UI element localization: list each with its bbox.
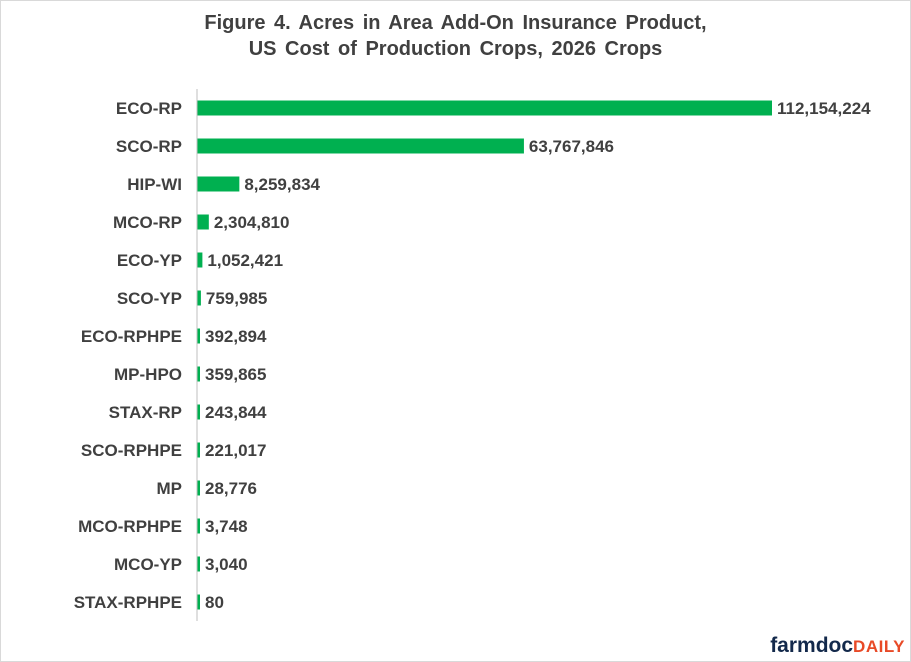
value-label-hip-wi: 8,259,834 [244,175,320,194]
category-label-sco-rp: SCO-RP [116,137,182,156]
bar-stax-rp [197,404,200,420]
category-label-sco-yp: SCO-YP [117,289,182,308]
bar-eco-rp [197,100,772,116]
value-label-mp-hpo: 359,865 [205,365,266,384]
category-label-eco-rphpe: ECO-RPHPE [81,327,182,346]
value-label-sco-rp: 63,767,846 [529,137,614,156]
chart-title-line-2: US Cost of Production Crops, 2026 Crops [248,38,663,60]
bar-mco-rphpe [197,518,200,534]
bar-eco-yp [197,252,203,268]
bar-mco-yp [197,556,200,572]
value-label-stax-rp: 243,844 [205,403,267,422]
value-labels-layer: 112,154,224 63,767,846 8,259,834 2,304,810 1… [205,99,871,612]
bar-sco-rp [197,138,524,154]
farmdoc-daily-logo: farmdocDAILY [770,634,905,658]
category-label-eco-yp: ECO-YP [117,251,182,270]
value-label-mco-rphpe: 3,748 [205,517,248,536]
category-label-mp: MP [157,479,183,498]
bar-mco-rp [197,214,209,230]
category-label-mp-hpo: MP-HPO [114,365,182,384]
category-label-sco-rphpe: SCO-RPHPE [81,441,182,460]
value-label-sco-yp: 759,985 [206,289,267,308]
bar-eco-rphpe [197,328,200,344]
bar-hip-wi [197,176,240,192]
bar-sco-yp [197,290,201,306]
bar-sco-rphpe [197,442,200,458]
value-label-sco-rphpe: 221,017 [205,441,266,460]
value-label-stax-rphpe: 80 [205,593,224,612]
category-label-hip-wi: HIP-WI [127,175,182,194]
bar-mp [197,480,200,496]
category-label-stax-rp: STAX-RP [109,403,182,422]
chart-title-line-1: Figure 4. Acres in Area Add-On Insurance… [204,12,707,34]
category-labels-layer: ECO-RP SCO-RP HIP-WI MCO-RP ECO-YP SCO-YP ECO-… [74,99,182,612]
bar-mp-hpo [197,366,200,382]
logo-daily-text: DAILY [853,637,905,656]
value-label-eco-yp: 1,052,421 [207,251,283,270]
value-label-eco-rphpe: 392,894 [205,327,267,346]
bars-layer [197,100,772,610]
value-label-mp: 28,776 [205,479,257,498]
value-label-mco-yp: 3,040 [205,555,248,574]
category-label-stax-rphpe: STAX-RPHPE [74,593,182,612]
category-label-mco-rp: MCO-RP [113,213,182,232]
category-label-eco-rp: ECO-RP [116,99,182,118]
category-label-mco-rphpe: MCO-RPHPE [78,517,182,536]
value-label-eco-rp: 112,154,224 [777,99,871,118]
category-label-mco-yp: MCO-YP [114,555,182,574]
logo-farmdoc-text: farmdoc [770,634,854,657]
bar-stax-rphpe [197,594,200,610]
value-label-mco-rp: 2,304,810 [214,213,290,232]
